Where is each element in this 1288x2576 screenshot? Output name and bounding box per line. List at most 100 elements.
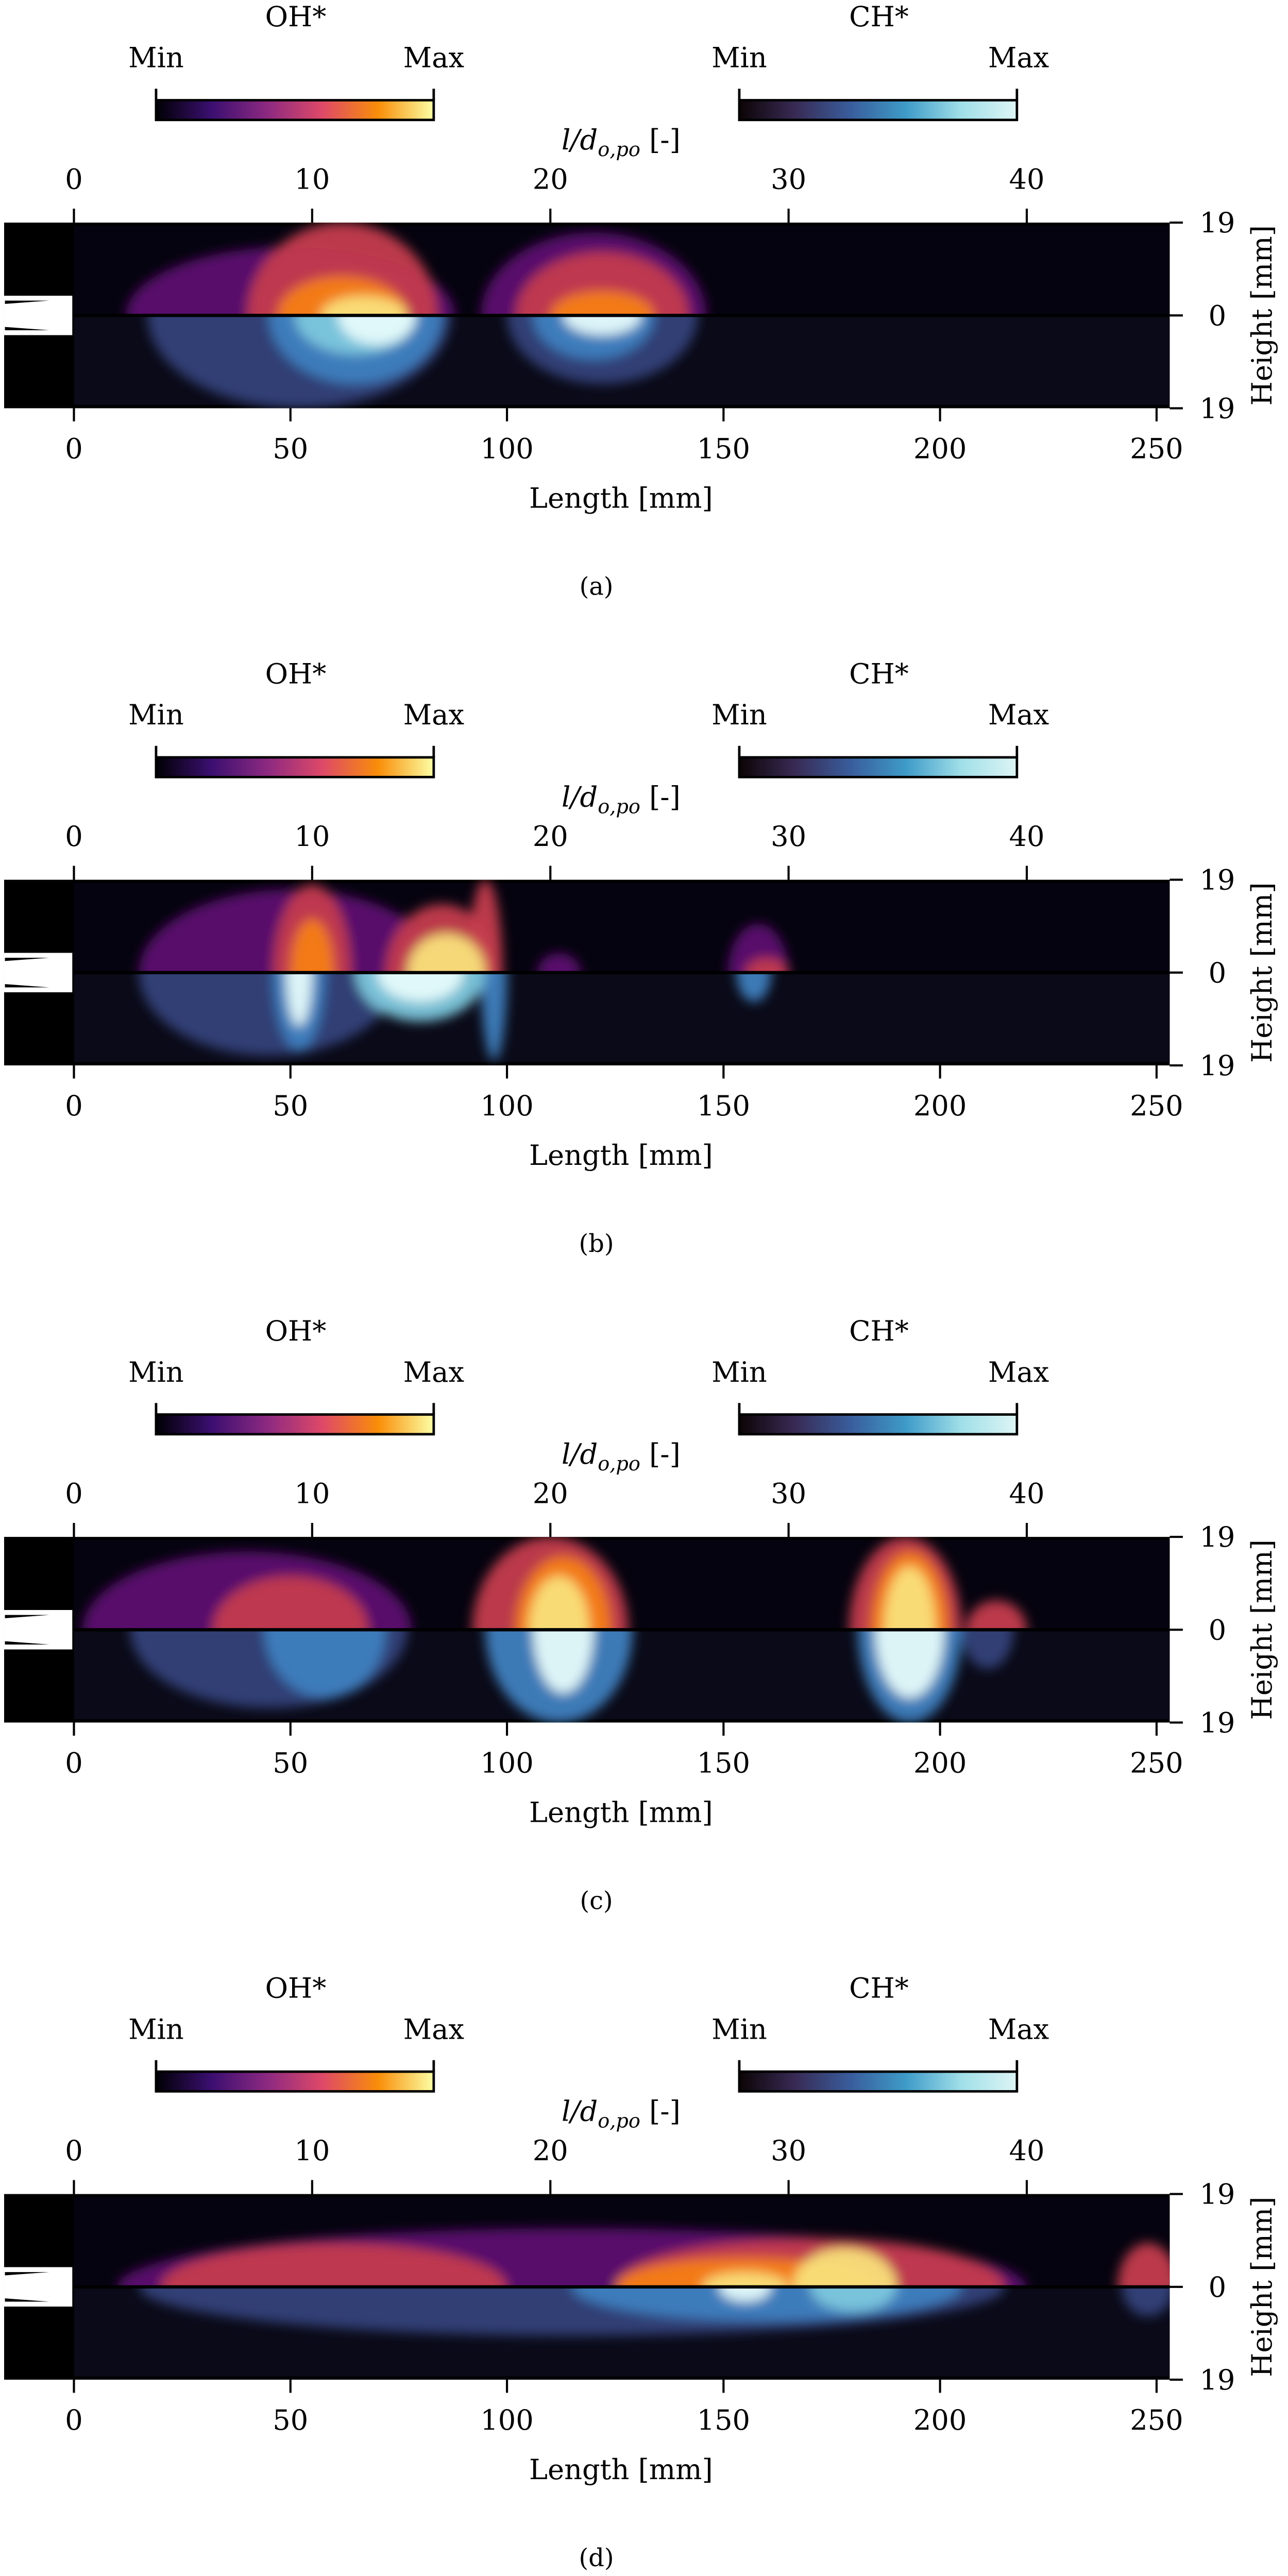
oh-legend-title: OH* (265, 1315, 327, 1347)
oh-max-label: Max (403, 42, 464, 74)
panel-label: (b) (579, 1230, 614, 1258)
figure-panel-c: OH* CH* Min Max Min Max l/do,po [-] 0 10 20 30 40 19… (4, 1315, 1278, 1915)
right-tick-label: 0 (1209, 1614, 1226, 1646)
oh-heatmap (82, 1537, 1027, 1630)
oh-intensity-region (1117, 2243, 1170, 2287)
oh-max-label: Max (403, 2013, 464, 2045)
ch-colorbar (738, 1413, 1019, 1436)
ch-intensity-region (736, 972, 771, 1002)
injector-lip (5, 1615, 49, 1645)
ch-min-label: Min (711, 2013, 767, 2045)
ch-max-label: Max (988, 699, 1049, 731)
oh-intensity-region (290, 919, 334, 973)
top-tick-label: 20 (533, 2134, 568, 2167)
bottom-tick-label: 0 (65, 1747, 82, 1780)
x-axis-label: Length [mm] (529, 2453, 713, 2486)
ch-heatmap (147, 315, 698, 409)
right-tick-label: 19 (1199, 1049, 1235, 1082)
right-tick-label: 0 (1209, 2271, 1226, 2303)
bottom-tick-label: 100 (480, 433, 533, 465)
y-axis-label: Height [mm] (1246, 225, 1278, 405)
oh-max-label: Max (403, 699, 464, 731)
panel-label: (a) (580, 572, 614, 601)
panel-label: (c) (580, 1887, 613, 1915)
oh-legend-title: OH* (265, 1, 327, 33)
ch-intensity-region (286, 972, 312, 1027)
bottom-tick-label: 100 (480, 2404, 533, 2436)
injector-lip (5, 2272, 49, 2302)
right-tick-label: 19 (1199, 864, 1235, 896)
ch-intensity-region (1122, 2286, 1170, 2316)
top-tick-label: 10 (294, 2134, 330, 2167)
top-tick-label: 40 (1009, 2134, 1045, 2167)
ch-intensity-region (563, 315, 641, 335)
bottom-tick-label: 100 (480, 1090, 533, 1122)
bottom-tick-label: 150 (697, 433, 750, 465)
oh-intensity-region (966, 1600, 1027, 1630)
bottom-tick-label: 200 (913, 1747, 967, 1780)
oh-legend-title: OH* (265, 658, 327, 690)
right-tick-label: 0 (1209, 299, 1226, 332)
bottom-tick-label: 150 (697, 1090, 750, 1122)
bottom-tick-label: 150 (697, 1747, 750, 1780)
ch-min-label: Min (711, 699, 767, 731)
oh-heatmap (139, 879, 789, 973)
top-tick-label: 40 (1009, 163, 1045, 196)
oh-intensity-region (320, 296, 408, 316)
oh-heatmap (126, 223, 706, 316)
ch-intensity-region (719, 2286, 771, 2302)
ch-max-label: Max (988, 1356, 1049, 1388)
x-axis-label: Length [mm] (529, 1796, 713, 1828)
oh-intensity-region (537, 953, 581, 973)
ch-max-label: Max (988, 2013, 1049, 2045)
top-tick-label: 40 (1009, 820, 1045, 853)
top-tick-label: 10 (294, 1478, 330, 1510)
ch-heatmap (139, 972, 771, 1061)
ch-colorbar (738, 756, 1019, 778)
ch-intensity-region (481, 972, 507, 1061)
oh-intensity-region (160, 2243, 507, 2287)
ch-intensity-region (533, 1630, 594, 1693)
top-tick-label: 0 (65, 163, 82, 196)
oh-colorbar (155, 1413, 435, 1436)
ch-min-label: Min (711, 1356, 767, 1388)
oh-min-label: Min (128, 699, 184, 731)
top-tick-label: 20 (533, 820, 568, 853)
ch-min-label: Min (711, 42, 767, 74)
ch-intensity-region (377, 972, 464, 1002)
oh-colorbar (155, 756, 435, 778)
oh-intensity-region (792, 2247, 897, 2287)
ch-heatmap (130, 1630, 1014, 1723)
oh-legend-title: OH* (265, 1972, 327, 2005)
bottom-tick-label: 200 (913, 2404, 967, 2436)
bottom-tick-label: 100 (480, 1747, 533, 1780)
top-tick-label: 30 (771, 820, 806, 853)
figure-panel-b: OH* CH* Min Max Min Max l/do,po [-] 0 10 20 30 40 19… (4, 658, 1278, 1258)
bottom-tick-label: 50 (273, 2404, 308, 2436)
top-tick-label: 40 (1009, 1478, 1045, 1510)
injector-lip (5, 958, 49, 988)
top-tick-label: 30 (771, 2134, 806, 2167)
oh-intensity-region (884, 1566, 936, 1630)
x-axis-label: Length [mm] (529, 1139, 713, 1172)
right-tick-label: 19 (1199, 2364, 1235, 2396)
bottom-tick-label: 50 (273, 1090, 308, 1122)
ch-legend-title: CH* (849, 1972, 909, 2005)
top-axis-label: l/do,po [-] (562, 124, 681, 161)
oh-intensity-region (702, 2272, 789, 2287)
oh-intensity-region (515, 252, 689, 316)
top-tick-label: 30 (771, 163, 806, 196)
bottom-tick-label: 200 (913, 1090, 967, 1122)
oh-intensity-region (550, 291, 654, 316)
oh-intensity-region (212, 1575, 369, 1630)
bottom-tick-label: 50 (273, 433, 308, 465)
bottom-tick-label: 0 (65, 1090, 82, 1122)
oh-intensity-region (407, 933, 486, 973)
right-tick-label: 0 (1209, 957, 1226, 989)
top-tick-label: 10 (294, 163, 330, 196)
oh-heatmap (117, 2228, 1170, 2287)
ch-legend-title: CH* (849, 1315, 909, 1347)
ch-intensity-region (875, 1630, 945, 1698)
ch-intensity-region (139, 972, 399, 1056)
